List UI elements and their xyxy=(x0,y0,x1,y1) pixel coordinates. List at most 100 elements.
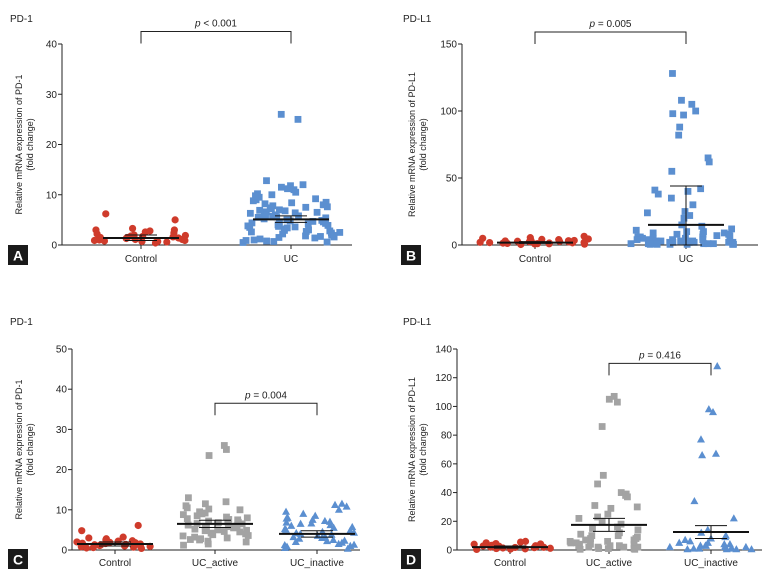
data-point xyxy=(214,519,222,527)
data-point xyxy=(313,208,321,216)
data-point xyxy=(275,234,283,241)
data-point xyxy=(256,206,264,214)
data-point xyxy=(582,536,589,544)
data-point xyxy=(262,208,270,216)
data-point xyxy=(270,238,278,245)
data-point xyxy=(138,237,146,246)
data-point xyxy=(690,496,699,505)
data-point xyxy=(302,203,310,211)
y-tick-label: 100 xyxy=(440,107,457,118)
data-point xyxy=(680,214,688,222)
data-point xyxy=(102,210,110,218)
data-point xyxy=(686,212,694,219)
data-point xyxy=(323,536,332,545)
y-axis-label: (fold change) xyxy=(25,423,35,476)
data-point xyxy=(729,514,738,522)
data-point xyxy=(214,526,222,534)
data-point xyxy=(131,235,139,244)
data-point xyxy=(476,238,484,246)
data-point xyxy=(688,100,696,108)
significance-bracket xyxy=(534,31,687,44)
data-point xyxy=(690,238,698,246)
data-point xyxy=(317,233,324,240)
data-point xyxy=(681,208,689,215)
data-point xyxy=(675,131,683,139)
data-point xyxy=(233,522,241,530)
data-point xyxy=(665,542,674,551)
data-point xyxy=(276,206,283,214)
data-point xyxy=(90,236,99,245)
data-point xyxy=(704,405,713,413)
y-tick-label: 60 xyxy=(441,459,453,470)
data-point xyxy=(191,533,199,541)
data-point xyxy=(594,480,601,488)
data-point xyxy=(236,528,244,536)
data-point xyxy=(653,240,661,248)
data-point xyxy=(683,545,692,553)
data-point xyxy=(96,233,104,242)
data-point xyxy=(128,224,137,233)
x-tick-label: UC xyxy=(284,254,298,265)
data-point xyxy=(296,519,305,527)
data-point xyxy=(651,186,659,194)
y-tick-label: 20 xyxy=(56,465,68,476)
data-point xyxy=(254,213,262,221)
data-point xyxy=(536,540,545,548)
panel-a: PD-1 0 10 20 30 40 Relative mRNA expression of… xyxy=(8,14,352,265)
data-point xyxy=(669,110,677,118)
data-point xyxy=(291,223,299,231)
data-point xyxy=(220,528,228,535)
data-point xyxy=(179,511,187,519)
data-point xyxy=(666,240,674,248)
data-point xyxy=(320,532,329,540)
data-point xyxy=(261,200,269,208)
y-tick-label: 0 xyxy=(451,241,457,252)
y-tick-label: 30 xyxy=(46,90,58,101)
data-point xyxy=(278,183,285,191)
data-point xyxy=(620,543,628,551)
data-point xyxy=(205,505,213,513)
data-point xyxy=(223,446,230,453)
data-point xyxy=(705,158,713,166)
data-point xyxy=(320,516,329,525)
data-point xyxy=(696,435,705,443)
y-tick-label: 100 xyxy=(435,402,452,413)
y-tick-label: 0 xyxy=(61,546,67,557)
data-point xyxy=(289,532,298,541)
data-point xyxy=(633,236,641,244)
y-tick-label: 50 xyxy=(446,174,458,185)
panel-letter: A xyxy=(13,248,23,264)
x-tick-label: Control xyxy=(519,254,551,265)
data-point xyxy=(589,525,596,532)
data-point xyxy=(230,524,237,532)
data-point xyxy=(644,209,651,217)
x-tick-label: Control xyxy=(494,558,526,569)
data-point xyxy=(287,521,296,529)
y-axis-label: (fold change) xyxy=(418,423,428,476)
data-point xyxy=(486,238,494,247)
x-tick-label: UC_inactive xyxy=(684,558,738,569)
data-point xyxy=(585,543,593,551)
data-point xyxy=(617,489,625,496)
data-point xyxy=(256,235,264,243)
data-point xyxy=(322,214,330,222)
data-point xyxy=(78,527,86,535)
y-tick-label: 40 xyxy=(441,488,453,499)
y-tick-label: 120 xyxy=(435,373,452,384)
y-tick-label: 0 xyxy=(51,241,57,252)
panel-letter-badge xyxy=(8,549,28,569)
data-point xyxy=(244,532,252,539)
y-tick-label: 140 xyxy=(435,345,452,356)
data-point xyxy=(683,228,691,235)
data-point xyxy=(667,194,675,202)
data-point xyxy=(342,502,351,510)
data-point xyxy=(516,538,525,546)
data-point xyxy=(587,535,594,542)
p-value-label: p = 0.004 xyxy=(244,390,287,401)
x-tick-label: UC_inactive xyxy=(290,558,344,569)
data-point xyxy=(673,230,681,238)
data-point xyxy=(678,96,685,104)
data-point xyxy=(698,222,706,230)
data-point xyxy=(184,521,192,529)
data-point xyxy=(577,530,585,538)
